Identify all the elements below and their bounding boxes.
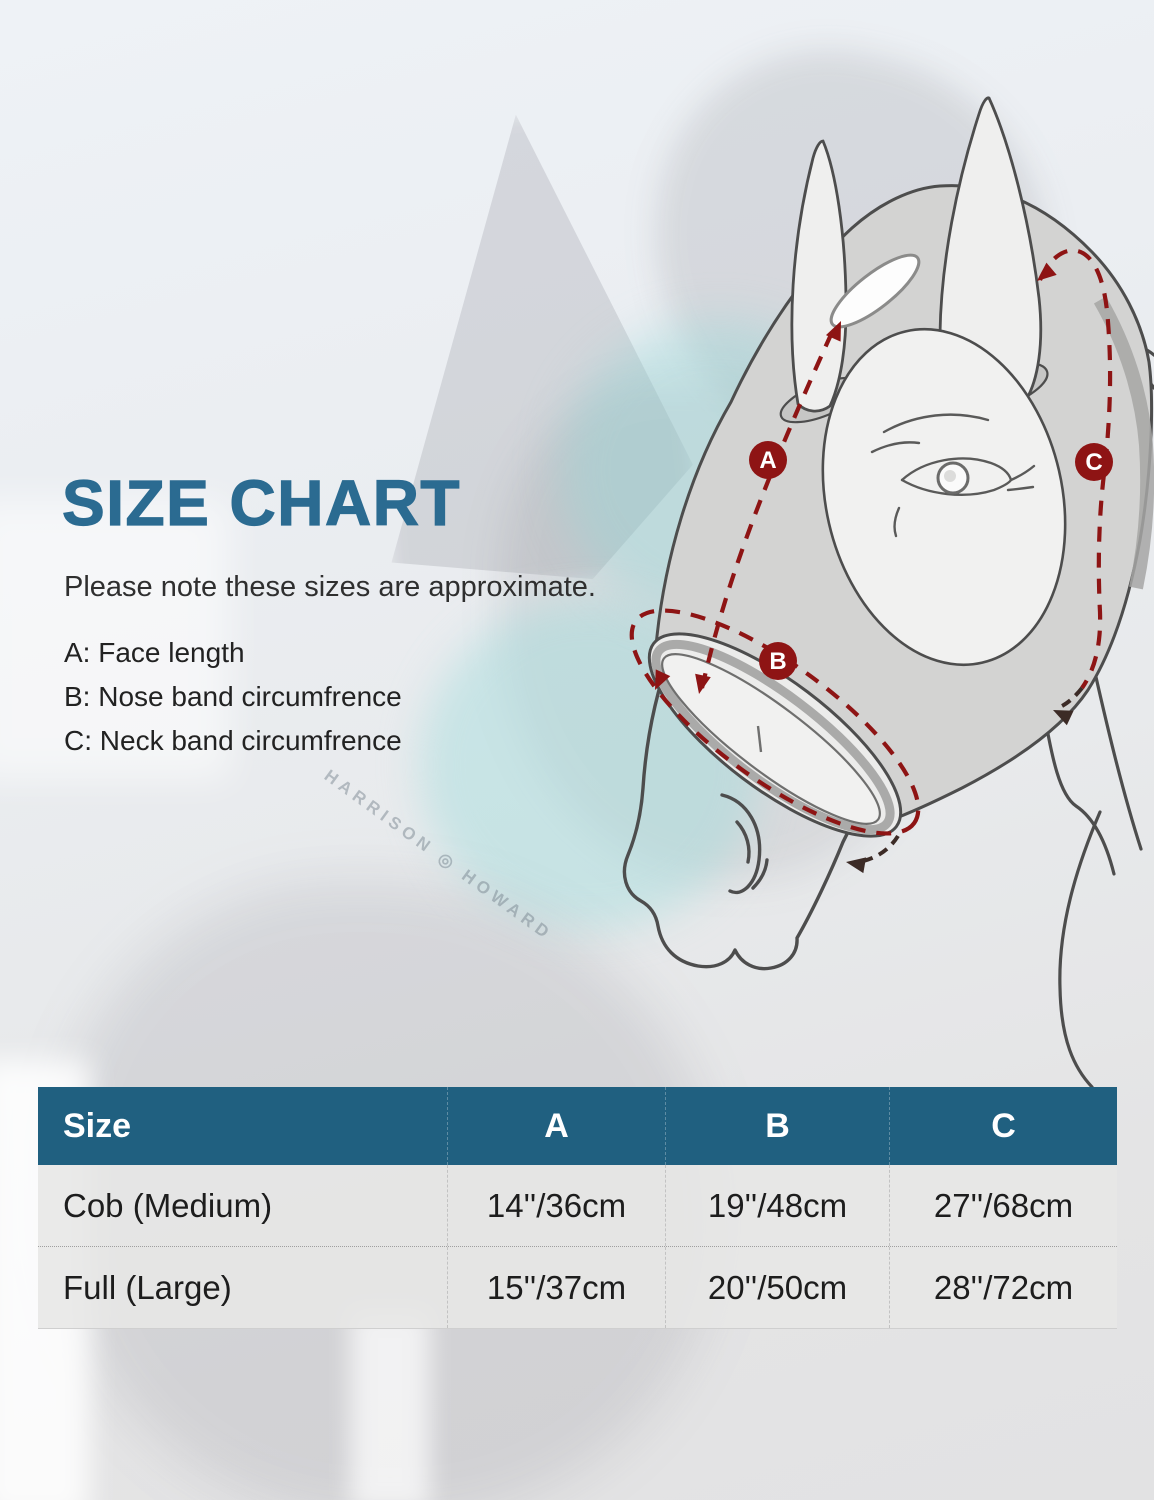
horse-eye-drawing [870, 413, 1036, 538]
forehead-oval-patch [829, 253, 921, 329]
column-header-a: A [447, 1087, 665, 1165]
legend-item-c: C: Neck band circumfrence [64, 725, 402, 756]
legend-item-a: A: Face length [64, 637, 245, 668]
ear-hole-rim-left [779, 376, 865, 424]
value-cell: 28''/72cm [889, 1247, 1117, 1328]
svg-text:C: C [1085, 449, 1102, 476]
nose-band [647, 632, 903, 838]
background-white-streak [350, 1310, 430, 1500]
value-cell: 20''/50cm [665, 1247, 889, 1328]
background-teal-mask [560, 320, 880, 620]
size-table: Size A B C Cob (Medium) 14''/36cm 19''/4… [38, 1087, 1117, 1329]
value-cell: 19''/48cm [665, 1165, 889, 1246]
horse-neck-lines [1041, 336, 1154, 1089]
svg-text:B: B [769, 648, 786, 675]
horse-muzzle-outline [622, 650, 880, 971]
background-horse-mane [500, 380, 930, 880]
svg-text:A: A [759, 447, 776, 474]
arrowhead [655, 669, 671, 690]
ear-hole-rim-right [931, 361, 1049, 419]
background-horse-ear-right [612, 17, 1088, 493]
wrap-arrow-b [851, 834, 900, 865]
measurement-legend: A: Face length B: Nose band circumfrence… [64, 638, 402, 770]
size-name-cell: Full (Large) [63, 1268, 232, 1306]
subtitle: Please note these sizes are approximate. [64, 571, 596, 603]
table-row: Full (Large) 15''/37cm 20''/50cm 28''/72… [38, 1246, 1117, 1328]
marker-badge-a: A [749, 441, 787, 479]
table-row: Cob (Medium) 14''/36cm 19''/48cm 27''/68… [38, 1165, 1117, 1246]
column-header-size: Size [63, 1106, 132, 1145]
arrowhead [825, 321, 841, 342]
arrowhead [1037, 262, 1057, 281]
page-title: SIZE CHART [61, 466, 461, 539]
measurement-line-c [1038, 248, 1113, 690]
brand-watermark: HARRISON ◎ HOWARD [320, 766, 557, 945]
horse-ear-right [938, 96, 1043, 408]
legend-item-b: B: Nose band circumfrence [64, 681, 402, 712]
value-cell: 15''/37cm [447, 1247, 665, 1328]
column-header-c: C [889, 1087, 1117, 1165]
column-header-b: B [665, 1087, 889, 1165]
fly-mask-body [654, 184, 1154, 823]
marker-badge-c: C [1075, 443, 1113, 481]
wrap-arrow-c [1057, 686, 1084, 710]
size-name-cell: Cob (Medium) [63, 1186, 273, 1224]
value-cell: 14''/36cm [447, 1165, 665, 1246]
measurement-line-b [629, 608, 921, 836]
arrowhead [695, 673, 711, 694]
table-header-row: Size A B C [38, 1087, 1117, 1165]
mask-face-opening [821, 327, 1067, 667]
marker-badge-b: B [759, 642, 797, 680]
horse-ear-left [790, 139, 848, 413]
arrowhead [846, 857, 867, 874]
measurement-line-a [699, 327, 836, 689]
value-cell: 27''/68cm [889, 1165, 1117, 1246]
arrowhead [1053, 710, 1074, 726]
mask-edge-strip [1093, 296, 1154, 590]
